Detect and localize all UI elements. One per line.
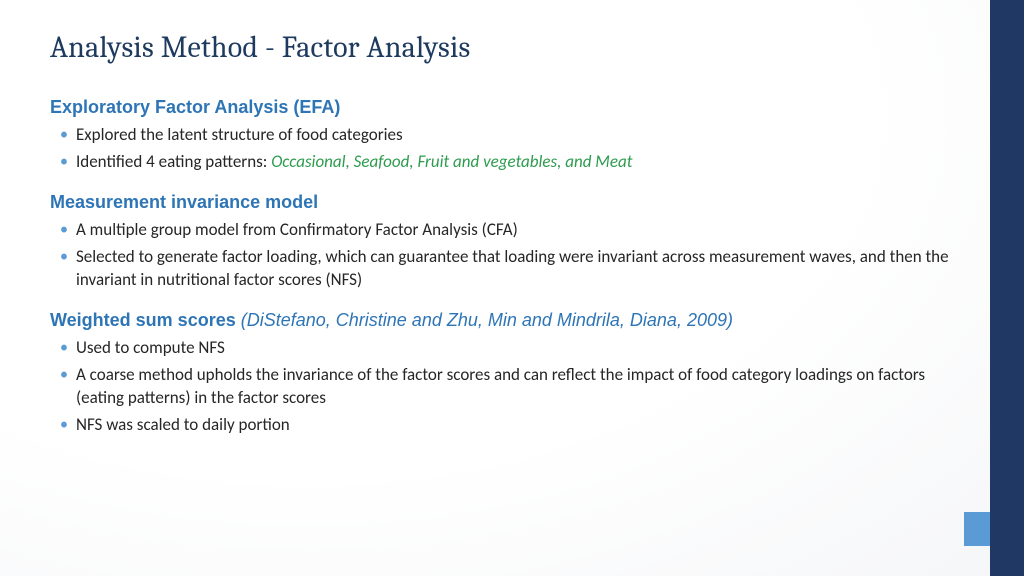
- content-body: Exploratory Factor Analysis (EFA) Explor…: [50, 97, 964, 436]
- heading-text: Measurement invariance model: [50, 192, 318, 212]
- bullet-text: A multiple group model from Confirmatory…: [76, 219, 518, 240]
- bullet-text: Used to compute NFS: [76, 337, 225, 358]
- bullet-list: A multiple group model from Confirmatory…: [50, 219, 964, 292]
- heading-text: Exploratory Factor Analysis (EFA): [50, 97, 340, 117]
- bullet-highlight: Occasional, Seafood, Fruit and vegetable…: [271, 151, 632, 172]
- list-item: A coarse method upholds the invariance o…: [54, 364, 964, 410]
- heading-citation: (DiStefano, Christine and Zhu, Min and M…: [241, 310, 733, 330]
- section-heading-efa: Exploratory Factor Analysis (EFA): [50, 97, 964, 118]
- slide-title: Analysis Method - Factor Analysis: [50, 30, 964, 65]
- list-item: A multiple group model from Confirmatory…: [54, 219, 964, 242]
- bullet-text: Selected to generate factor loading, whi…: [76, 246, 949, 290]
- list-item: Explored the latent structure of food ca…: [54, 124, 964, 147]
- bullet-list: Used to compute NFS A coarse method upho…: [50, 337, 964, 437]
- bullet-list: Explored the latent structure of food ca…: [50, 124, 964, 174]
- bullet-text: Identified 4 eating patterns:: [76, 151, 271, 172]
- section-heading-weighted: Weighted sum scores (DiStefano, Christin…: [50, 310, 964, 331]
- section-heading-invariance: Measurement invariance model: [50, 192, 964, 213]
- bullet-text: A coarse method upholds the invariance o…: [76, 364, 925, 408]
- bullet-text: Explored the latent structure of food ca…: [76, 124, 403, 145]
- slide: Analysis Method - Factor Analysis Explor…: [0, 0, 1024, 576]
- list-item: Identified 4 eating patterns: Occasional…: [54, 151, 964, 174]
- accent-bar-dark: [990, 0, 1024, 576]
- list-item: Used to compute NFS: [54, 337, 964, 360]
- heading-text: Weighted sum scores: [50, 310, 241, 330]
- list-item: Selected to generate factor loading, whi…: [54, 246, 964, 292]
- bullet-text: NFS was scaled to daily portion: [76, 414, 290, 435]
- list-item: NFS was scaled to daily portion: [54, 414, 964, 437]
